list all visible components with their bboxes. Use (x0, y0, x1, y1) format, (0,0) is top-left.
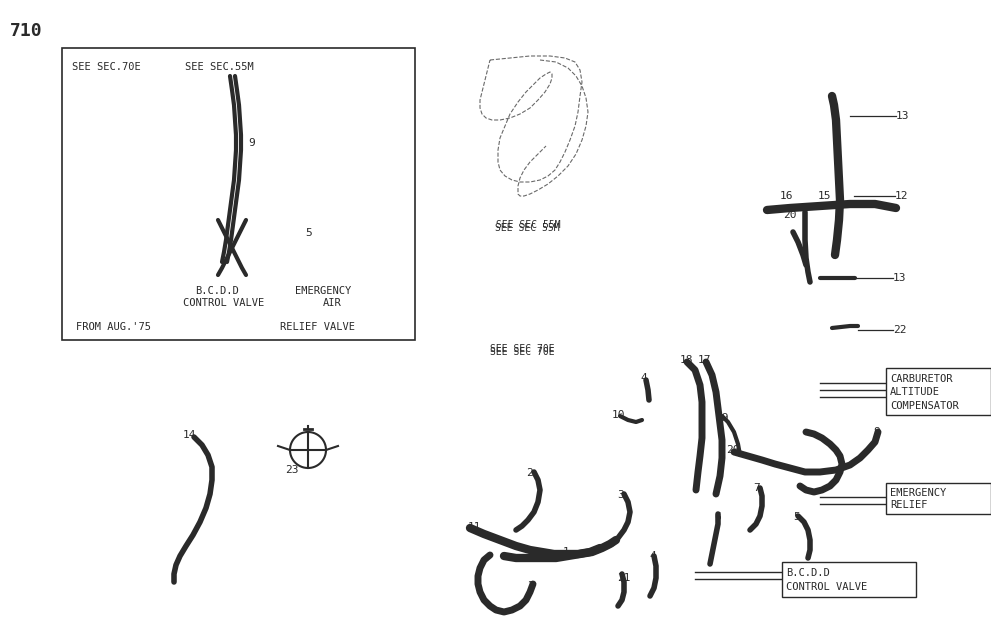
Text: ALTITUDE: ALTITUDE (890, 387, 940, 397)
Text: 14: 14 (183, 430, 196, 440)
Text: 11: 11 (468, 522, 482, 532)
Text: CONTROL VALVE: CONTROL VALVE (183, 298, 265, 308)
Text: 22: 22 (893, 325, 907, 335)
Text: 2: 2 (527, 581, 534, 591)
Text: 3: 3 (617, 490, 623, 500)
Text: 19: 19 (716, 413, 729, 423)
Text: 6: 6 (714, 512, 720, 522)
Text: 18: 18 (680, 355, 694, 365)
Bar (886, 483, 991, 514)
Text: 13: 13 (896, 111, 910, 121)
Text: B.C.D.D: B.C.D.D (786, 568, 829, 578)
Text: SEE SEC 70E: SEE SEC 70E (490, 347, 555, 357)
Text: 1: 1 (563, 547, 570, 557)
Text: SEE SEC 55M: SEE SEC 55M (495, 223, 560, 233)
Text: CONTROL VALVE: CONTROL VALVE (786, 582, 867, 592)
Text: 9: 9 (873, 427, 880, 437)
Text: 5: 5 (793, 512, 800, 522)
Text: 710: 710 (10, 22, 43, 40)
Text: SEE SEC.70E: SEE SEC.70E (72, 62, 141, 72)
Text: B.C.D.D: B.C.D.D (195, 286, 239, 296)
Text: AIR: AIR (323, 298, 342, 308)
Text: 15: 15 (818, 191, 831, 201)
Text: RELIEF VALVE: RELIEF VALVE (280, 322, 355, 332)
Text: RELIEF: RELIEF (890, 501, 928, 510)
Bar (62, 48, 415, 340)
Text: 20: 20 (726, 445, 739, 455)
Text: 4: 4 (649, 551, 656, 561)
Text: 10: 10 (612, 410, 625, 420)
Text: EMERGENCY: EMERGENCY (295, 286, 351, 296)
Text: 16: 16 (780, 191, 794, 201)
Text: 17: 17 (698, 355, 712, 365)
Text: FROM AUG.'75: FROM AUG.'75 (76, 322, 151, 332)
Text: 12: 12 (895, 191, 909, 201)
Text: 13: 13 (893, 273, 907, 283)
Text: SEE SEC 55M: SEE SEC 55M (496, 220, 561, 230)
Text: 20: 20 (783, 210, 797, 220)
Text: SEE SEC.55M: SEE SEC.55M (185, 62, 254, 72)
Text: COMPENSATOR: COMPENSATOR (890, 401, 958, 411)
Text: 9: 9 (248, 138, 255, 148)
Text: EMERGENCY: EMERGENCY (890, 488, 946, 498)
Text: 2: 2 (526, 468, 533, 478)
Text: 21: 21 (617, 573, 630, 583)
Text: CARBURETOR: CARBURETOR (890, 374, 952, 384)
Text: 5: 5 (305, 228, 312, 238)
Text: SEE SEC 70E: SEE SEC 70E (490, 344, 555, 354)
Text: 7: 7 (753, 483, 760, 493)
Text: 4: 4 (640, 373, 647, 383)
Bar (886, 368, 991, 415)
Text: 23: 23 (285, 465, 298, 475)
Bar (782, 562, 916, 597)
